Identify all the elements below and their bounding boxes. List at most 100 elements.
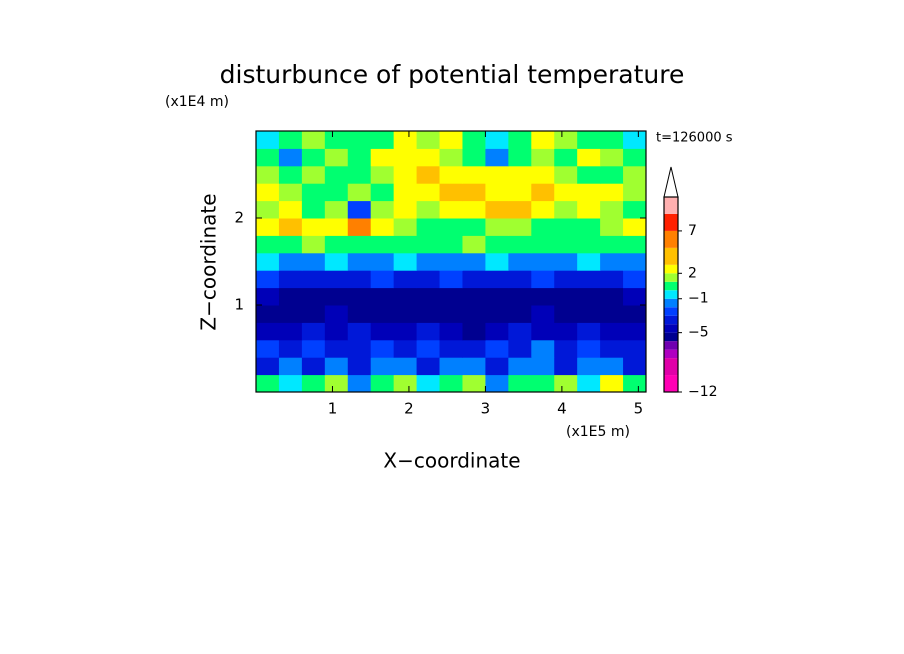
contour-cell	[393, 374, 418, 393]
contour-cell	[278, 148, 303, 167]
contour-cell	[508, 235, 532, 254]
contour-cell	[600, 235, 624, 254]
contour-cell	[485, 200, 509, 219]
contour-cell	[416, 252, 441, 271]
contour-cell	[600, 270, 624, 289]
colorbar-segment	[664, 213, 678, 231]
contour-cell	[393, 270, 418, 289]
colorbar-segment	[664, 375, 678, 392]
colorbar-segment	[664, 341, 678, 350]
contour-cell	[462, 357, 486, 376]
contour-cell	[393, 148, 418, 167]
contour-cell	[301, 287, 326, 306]
contour-cell	[623, 148, 647, 167]
plot-frame	[255, 130, 647, 393]
contour-cell	[439, 322, 463, 341]
contour-cell	[485, 235, 509, 254]
contour-cell	[324, 322, 349, 341]
contour-cell	[508, 131, 532, 149]
axes: 1 2 3 4 512−12−5−127	[234, 130, 718, 418]
contour-cell	[347, 252, 372, 271]
colorbar-segment	[664, 349, 678, 359]
contour-cell	[508, 270, 532, 289]
contour-cell	[439, 305, 463, 323]
chart-title: disturbunce of potential temperature	[220, 60, 685, 89]
contour-cell	[347, 339, 372, 358]
contour-cell	[554, 357, 578, 376]
contour-cell	[370, 305, 395, 323]
contour-cell	[462, 270, 486, 289]
contour-cell	[256, 322, 280, 341]
contour-cell	[485, 357, 509, 376]
contour-cell	[531, 322, 555, 341]
contour-cell	[485, 322, 509, 341]
contour-cell	[301, 339, 326, 358]
contour-cell	[554, 252, 578, 271]
colorbar-segment	[664, 281, 678, 291]
contour-cell	[554, 305, 578, 323]
colorbar-segment	[664, 324, 678, 333]
contour-cell	[462, 252, 486, 271]
contour-cell	[531, 252, 555, 271]
contour-cell	[439, 148, 463, 167]
contour-cell	[278, 252, 303, 271]
contour-cell	[623, 374, 647, 393]
contour-cell	[256, 305, 280, 323]
contour-cell	[462, 148, 486, 167]
contour-cell	[531, 374, 555, 393]
contour-cell	[577, 305, 601, 323]
contour-cell	[600, 218, 624, 236]
contour-cell	[462, 322, 486, 341]
contour-cell	[278, 357, 303, 376]
contour-cell	[600, 200, 624, 219]
colorbar-tick-label: −12	[688, 384, 718, 400]
contour-cell	[393, 200, 418, 219]
contour-cell	[623, 218, 647, 236]
contour-cell	[577, 235, 601, 254]
contour-cell	[370, 183, 395, 202]
colorbar-segment	[664, 298, 678, 308]
contour-cell	[324, 252, 349, 271]
colorbar-frame	[663, 196, 679, 393]
contour-cell	[256, 252, 280, 271]
contour-cell	[393, 357, 418, 376]
contour-cell	[531, 200, 555, 219]
contour-cell	[531, 131, 555, 149]
contour-cell	[600, 374, 624, 393]
contour-cell	[577, 357, 601, 376]
time-annotation: t=126000 s	[656, 131, 733, 146]
contour-cell	[347, 235, 372, 254]
contour-cell	[508, 252, 532, 271]
contour-cell	[531, 148, 555, 167]
contour-cell	[554, 183, 578, 202]
contour-cell	[370, 270, 395, 289]
contour-cell	[324, 200, 349, 219]
contour-cell	[577, 165, 601, 184]
contour-cell	[554, 131, 578, 149]
contour-cell	[324, 235, 349, 254]
colorbar-segment	[664, 197, 678, 214]
colorbar-segment	[664, 315, 678, 325]
contour-cell	[301, 270, 326, 289]
contour-cell	[577, 322, 601, 341]
contour-cell	[485, 339, 509, 358]
y-label: Z−coordinate	[197, 193, 221, 330]
contour-cell	[393, 165, 418, 184]
contour-cell	[600, 287, 624, 306]
contour-cell	[439, 339, 463, 358]
contour-cell	[577, 218, 601, 236]
contour-cell	[278, 339, 303, 358]
contour-cell	[416, 148, 441, 167]
contour-cell	[324, 165, 349, 184]
contour-cell	[324, 374, 349, 393]
contour-cell	[416, 287, 441, 306]
contour-cell	[370, 131, 395, 149]
contour-cell	[485, 183, 509, 202]
contour-cell	[393, 218, 418, 236]
colorbar-segment	[664, 273, 678, 282]
contour-cell	[600, 339, 624, 358]
contour-cell	[278, 200, 303, 219]
contour-cell	[301, 183, 326, 202]
contour-cell	[370, 252, 395, 271]
contour-cell	[324, 131, 349, 149]
